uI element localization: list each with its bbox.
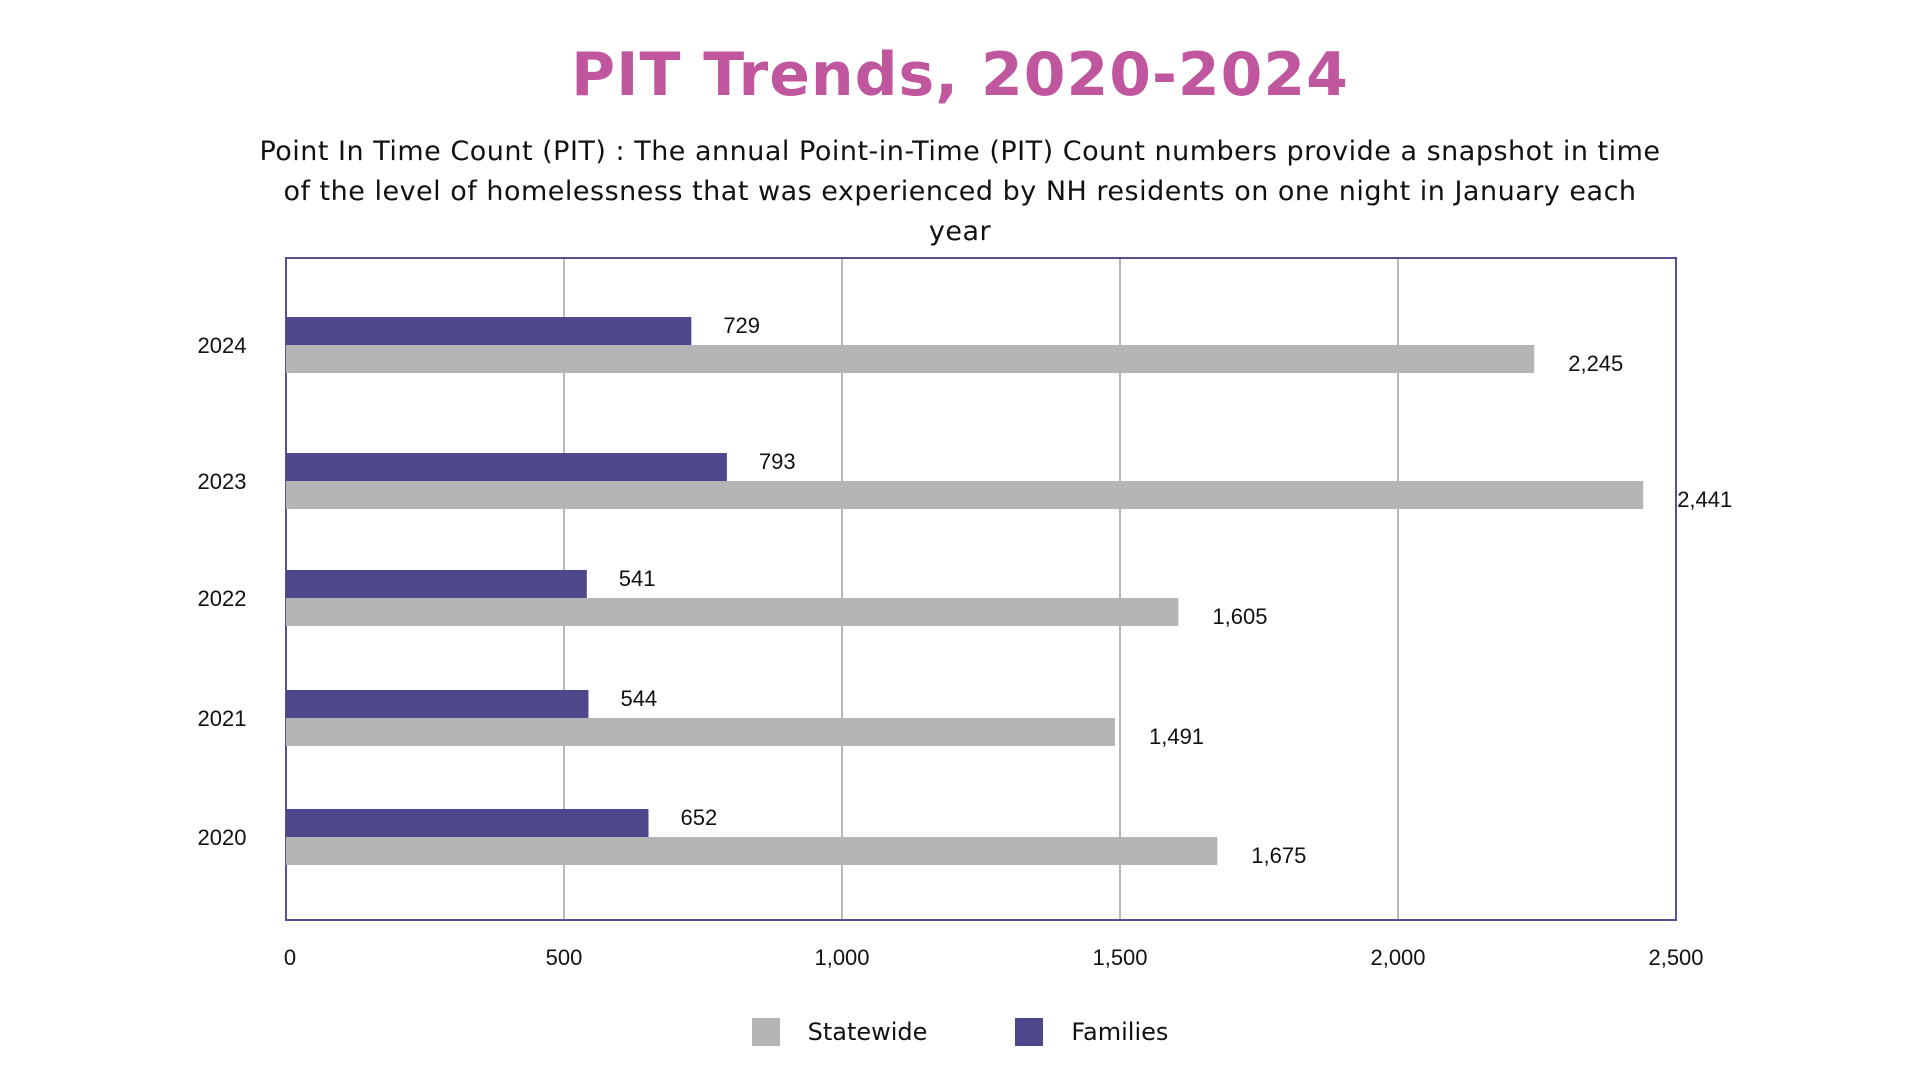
data-label-statewide-2020: 1,675	[1251, 843, 1306, 868]
y-tick-label-2023: 2023	[198, 469, 247, 494]
subtitle-line-2: of the level of homelessness that was ex…	[283, 176, 1637, 247]
x-tick-label-2,500: 2,500	[1648, 945, 1703, 970]
y-tick-label-2022: 2022	[198, 586, 247, 611]
data-label-families-2021: 544	[620, 686, 657, 711]
data-label-statewide-2021: 1,491	[1149, 724, 1204, 749]
data-label-statewide-2022: 1,605	[1212, 604, 1267, 629]
legend-item-families: Families	[1015, 1018, 1168, 1046]
legend-label-families: Families	[1071, 1018, 1169, 1046]
chart-subtitle: Point In Time Count (PIT) : The annual P…	[250, 132, 1670, 252]
bar-families-2020	[286, 809, 649, 837]
data-label-families-2024: 729	[723, 313, 760, 338]
data-label-families-2020: 652	[681, 805, 718, 830]
bar-statewide-2021	[286, 718, 1115, 746]
y-tick-label-2020: 2020	[198, 825, 247, 850]
bar-families-2021	[286, 690, 589, 718]
bar-statewide-2022	[286, 598, 1179, 626]
chart-title: PIT Trends, 2020-2024	[571, 40, 1349, 110]
x-tick-label-500: 500	[546, 945, 583, 970]
bar-statewide-2020	[286, 837, 1218, 865]
bar-families-2023	[286, 453, 727, 481]
legend-item-statewide: Statewide	[751, 1018, 928, 1046]
legend-label-statewide: Statewide	[807, 1018, 928, 1046]
x-tick-label-2,000: 2,000	[1370, 945, 1425, 970]
bar-families-2024	[286, 317, 692, 345]
x-tick-label-1,500: 1,500	[1092, 945, 1147, 970]
legend-swatch-statewide	[751, 1018, 780, 1046]
y-tick-label-2024: 2024	[198, 333, 247, 358]
data-label-families-2022: 541	[619, 566, 656, 591]
data-label-statewide-2024: 2,245	[1568, 351, 1623, 376]
data-label-statewide-2023: 2,441	[1677, 487, 1732, 512]
x-tick-label-1,000: 1,000	[814, 945, 869, 970]
bar-statewide-2023	[286, 481, 1644, 509]
bar-families-2022	[286, 570, 587, 598]
x-tick-label-0: 0	[284, 945, 296, 970]
legend-swatch-families	[1015, 1018, 1044, 1046]
y-tick-label-2021: 2021	[198, 706, 247, 731]
data-label-families-2023: 793	[759, 449, 796, 474]
bar-statewide-2024	[286, 345, 1535, 373]
subtitle-line-1: Point In Time Count (PIT) : The annual P…	[259, 136, 1661, 167]
legend: Statewide Families	[0, 1018, 1920, 1046]
